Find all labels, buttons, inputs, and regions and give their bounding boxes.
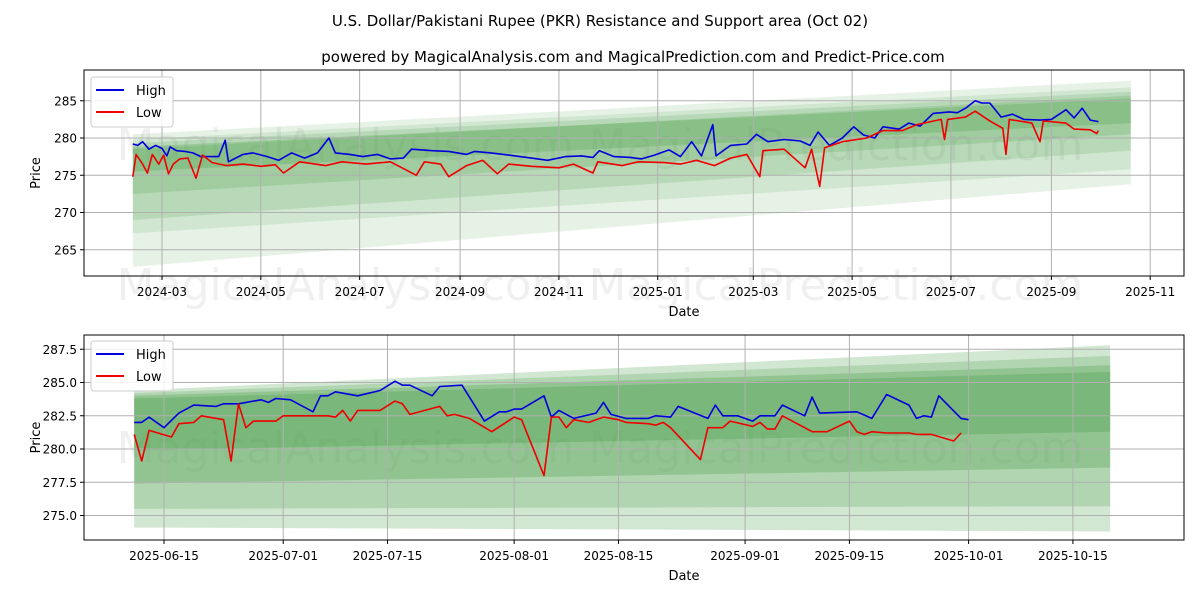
support-resistance-band-3 bbox=[132, 91, 1131, 220]
y-tick-label: 280 bbox=[54, 132, 77, 146]
plot-area bbox=[84, 70, 1184, 276]
support-resistance-band-4 bbox=[132, 95, 1131, 194]
plot-area bbox=[84, 335, 1184, 540]
x-tick-label: 2025-05 bbox=[827, 285, 877, 299]
x-tick-label: 2025-07-01 bbox=[248, 549, 318, 563]
x-tick-label: 2025-07 bbox=[926, 285, 976, 299]
x-tick-label: 2025-09-15 bbox=[815, 549, 885, 563]
support-resistance-band-2 bbox=[132, 87, 1131, 234]
axes-frame bbox=[83, 334, 1185, 541]
support-resistance-band-5 bbox=[132, 98, 1131, 172]
x-tick-label: 2024-09 bbox=[435, 285, 485, 299]
x-tick-label: 2025-09-01 bbox=[710, 549, 780, 563]
y-tick-label: 265 bbox=[54, 243, 77, 257]
x-tick-label: 2025-01 bbox=[633, 285, 683, 299]
y-tick-label: 287.5 bbox=[43, 343, 77, 357]
support-resistance-band-2 bbox=[134, 355, 1111, 509]
legend-label-low: Low bbox=[136, 106, 162, 121]
series-line-low bbox=[133, 400, 962, 477]
y-tick-label: 275.0 bbox=[43, 509, 77, 523]
chart-panel-1: MagicalAnalysis.com MagicalPrediction.co… bbox=[29, 69, 1185, 320]
x-tick-label: 2024-07 bbox=[335, 285, 385, 299]
y-tick-label: 275 bbox=[54, 169, 77, 183]
x-tick-label: 2025-03 bbox=[728, 285, 778, 299]
x-tick-label: 2025-08-15 bbox=[584, 549, 654, 563]
legend: High Low bbox=[90, 76, 174, 128]
legend-label-high: High bbox=[136, 348, 166, 363]
y-axis-label: Price bbox=[29, 157, 44, 189]
x-tick-label: 2024-05 bbox=[236, 285, 286, 299]
watermark-text: MagicalAnalysis.com MagicalPrediction.co… bbox=[117, 260, 1084, 311]
x-axis-label: Date bbox=[668, 305, 699, 320]
y-axis-label: Price bbox=[29, 422, 44, 454]
chart-title: U.S. Dollar/Pakistani Rupee (PKR) Resist… bbox=[332, 12, 868, 30]
support-resistance-band-1 bbox=[134, 345, 1111, 532]
legend: High Low bbox=[90, 340, 174, 392]
y-tick-label: 280.0 bbox=[43, 443, 77, 457]
x-tick-label: 2025-07-15 bbox=[353, 549, 423, 563]
support-resistance-band-1 bbox=[132, 80, 1131, 267]
y-tick-label: 277.5 bbox=[43, 476, 77, 490]
x-tick-label: 2025-06-15 bbox=[129, 549, 199, 563]
x-tick-label: 2024-03 bbox=[137, 285, 187, 299]
series-line-low bbox=[132, 110, 1100, 188]
x-tick-label: 2025-08-01 bbox=[479, 549, 549, 563]
x-axis-label: Date bbox=[668, 569, 699, 584]
x-tick-label: 2024-11 bbox=[534, 285, 584, 299]
y-tick-label: 282.5 bbox=[43, 409, 77, 423]
x-tick-label: 2025-10-15 bbox=[1038, 549, 1108, 563]
legend-label-high: High bbox=[136, 84, 166, 99]
x-tick-label: 2025-11 bbox=[1125, 285, 1175, 299]
chart-subtitle: powered by MagicalAnalysis.com and Magic… bbox=[321, 48, 945, 66]
y-tick-label: 285 bbox=[54, 94, 77, 108]
support-resistance-band-3 bbox=[134, 365, 1111, 484]
y-tick-label: 270 bbox=[54, 206, 77, 220]
legend-label-low: Low bbox=[136, 370, 162, 385]
y-tick-label: 285.0 bbox=[43, 376, 77, 390]
axes-frame bbox=[83, 69, 1185, 277]
chart-panel-2: MagicalAnalysis.com MagicalPrediction.co… bbox=[29, 334, 1185, 584]
series-line-high bbox=[132, 100, 1099, 163]
x-tick-label: 2025-09 bbox=[1026, 285, 1076, 299]
support-resistance-band-4 bbox=[134, 371, 1111, 451]
x-tick-label: 2025-10-01 bbox=[934, 549, 1004, 563]
